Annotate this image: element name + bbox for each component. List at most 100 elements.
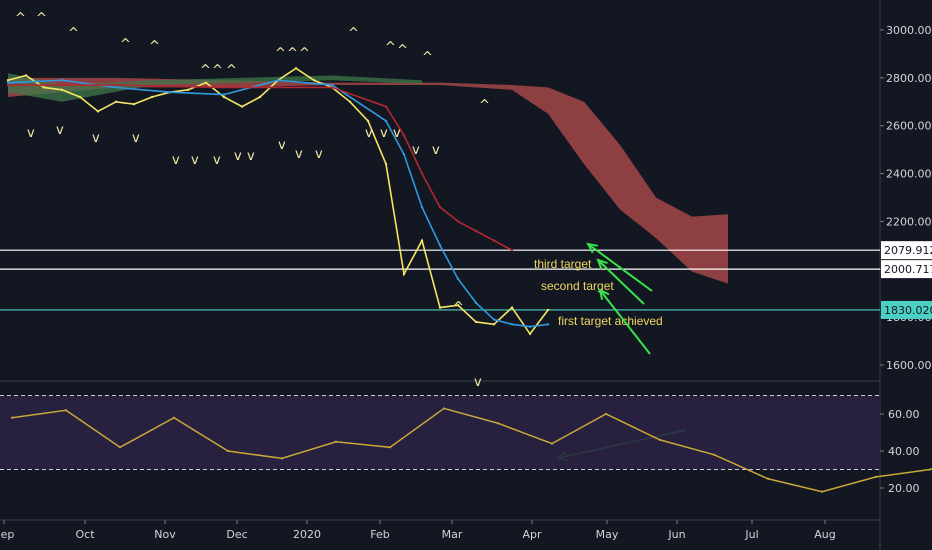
series-1-point-13 <box>492 318 496 321</box>
level-label-2: 1830.020 <box>884 304 932 317</box>
level-tag-2 <box>881 300 932 319</box>
rsi-point-11 <box>604 412 608 416</box>
series-1-point-11 <box>456 277 460 281</box>
rsi-band-fill <box>0 395 880 470</box>
arrow-first-target-head <box>598 288 610 300</box>
rsi-point-16 <box>874 475 878 478</box>
rsi-point-4 <box>226 449 230 453</box>
rsi-point-0 <box>10 416 14 419</box>
sell-signal-icon: v <box>56 123 64 138</box>
rsi-series-0 <box>11 407 932 493</box>
series-2-point-10 <box>492 239 496 242</box>
buy-signal-icon: ^ <box>226 63 237 78</box>
series-2-point-11 <box>510 248 514 252</box>
series-0-point-0 <box>6 79 10 82</box>
price-tick-label: 3000.000 <box>886 24 932 37</box>
sell-signal-icon: v <box>132 131 140 146</box>
series-0-point-22 <box>402 272 406 276</box>
arrow-third-target-head <box>586 242 599 254</box>
price-tick-label: 1600.000 <box>886 359 932 372</box>
series-1-point-6 <box>330 83 334 87</box>
rsi-point-6 <box>334 440 338 443</box>
series-0-point-17 <box>312 79 316 82</box>
series-0-point-4 <box>78 95 82 99</box>
rsi-point-9 <box>496 422 500 425</box>
rsi-tick-label: 40.00 <box>888 445 920 458</box>
rsi-tick-label: 20.00 <box>888 482 920 495</box>
buy-signal-icon: ^ <box>348 26 359 41</box>
buy-signal-icon: ^ <box>200 63 211 78</box>
buy-signal-icon: ^ <box>212 63 223 78</box>
series-1-point-4 <box>222 93 226 96</box>
price-series-0 <box>7 67 549 336</box>
price-tick-label: 2200.000 <box>886 215 932 228</box>
series-0-point-24 <box>438 306 442 309</box>
sell-signal-icon: v <box>432 143 440 158</box>
buy-signal-icon: ^ <box>36 11 47 26</box>
series-2-point-5 <box>402 134 406 137</box>
series-1-point-0 <box>6 81 10 84</box>
rsi-point-10 <box>550 442 554 445</box>
series-0-point-12 <box>222 95 226 99</box>
series-0-point-20 <box>366 119 370 123</box>
rsi-point-13 <box>712 453 716 456</box>
price-tick-label: 2600.000 <box>886 120 932 133</box>
buy-signal-icon: ^ <box>453 300 464 315</box>
target-annotation-1: second target <box>541 279 614 293</box>
arrow-first-target <box>599 289 651 355</box>
price-tick-label: 2400.000 <box>886 168 932 181</box>
series-0-point-27 <box>492 323 496 326</box>
series-0-point-19 <box>348 100 352 103</box>
rsi-point-12 <box>658 438 662 441</box>
series-0-point-1 <box>24 74 28 77</box>
rsi-point-3 <box>172 416 176 419</box>
rsi-point-17 <box>928 468 932 471</box>
series-0-point-7 <box>132 102 136 106</box>
series-1-point-7 <box>384 119 388 123</box>
time-tick-label: Feb <box>370 528 389 541</box>
time-tick-label: Jun <box>667 528 685 541</box>
sell-signal-icon: v <box>380 126 388 141</box>
price-series-1 <box>7 79 549 328</box>
series-1-point-12 <box>474 301 478 304</box>
series-2-point-3 <box>330 86 334 89</box>
sell-signal-icon: v <box>234 149 242 164</box>
series-2-point-1 <box>114 83 118 87</box>
sell-signal-icon: v <box>474 375 482 390</box>
series-2-point-8 <box>456 220 460 223</box>
rsi-point-7 <box>388 446 392 449</box>
series-1-point-14 <box>510 323 514 326</box>
level-tag-1 <box>881 260 932 279</box>
time-tick-label: Oct <box>75 528 95 541</box>
series-0-point-11 <box>204 81 208 84</box>
buy-signal-icon: ^ <box>120 37 131 52</box>
sell-signal-icon: v <box>172 153 180 168</box>
sell-signal-icon: v <box>315 147 323 162</box>
series-2-point-9 <box>474 229 478 233</box>
series-0-point-10 <box>186 88 190 92</box>
rsi-point-15 <box>820 490 824 493</box>
buy-signal-icon: ^ <box>385 40 396 55</box>
series-2-point-4 <box>384 105 388 108</box>
series-1-point-8 <box>402 153 406 156</box>
series-1-point-5 <box>276 79 280 82</box>
buy-signal-icon: ^ <box>299 46 310 61</box>
sell-signal-icon: v <box>27 126 35 141</box>
time-tick-label: May <box>596 528 619 541</box>
time-tick-label: 2020 <box>293 528 321 541</box>
series-0-point-21 <box>384 162 388 166</box>
sell-signal-icon: v <box>365 126 373 141</box>
series-0-point-28 <box>510 306 514 309</box>
series-0-point-5 <box>96 110 100 113</box>
arrow-third-target <box>587 243 653 292</box>
series-1-point-15 <box>528 325 532 328</box>
series-0-point-26 <box>474 320 478 324</box>
series-0-point-8 <box>150 95 154 99</box>
time-tick-label: Nov <box>154 528 176 541</box>
buy-signal-icon: ^ <box>275 46 286 61</box>
target-annotation-2: first target achieved <box>558 314 663 328</box>
series-0-point-30 <box>546 308 550 312</box>
series-0-point-25 <box>456 303 460 307</box>
time-tick-label: Aug <box>814 528 835 541</box>
sell-signal-icon: v <box>247 149 255 164</box>
